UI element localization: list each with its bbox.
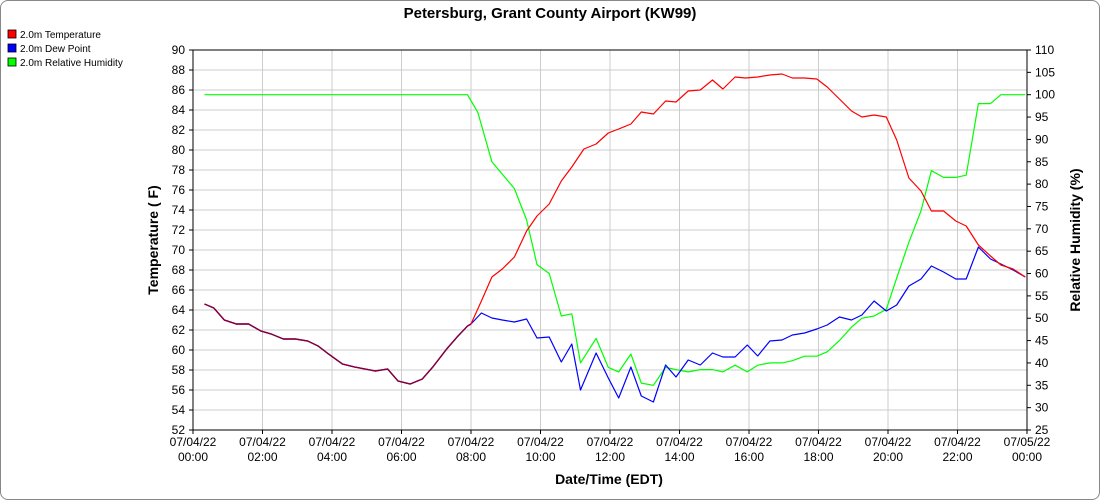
right-tick-label: 40 — [1035, 356, 1049, 370]
left-tick-label: 74 — [172, 203, 186, 217]
series-layer — [204, 73, 1026, 403]
right-tick-label: 70 — [1035, 222, 1049, 236]
right-tick-label: 90 — [1035, 132, 1049, 146]
right-tick-label: 80 — [1035, 177, 1049, 191]
x-axis-ticks: 07/04/2200:0007/04/2202:0007/04/2204:000… — [170, 430, 1051, 464]
x-tick-time: 00:00 — [1012, 450, 1042, 464]
y-axis-left-title: Temperature ( F) — [145, 185, 161, 294]
left-tick-label: 62 — [172, 323, 186, 337]
right-tick-label: 85 — [1035, 155, 1049, 169]
right-tick-label: 25 — [1035, 423, 1049, 437]
x-tick-time: 14:00 — [664, 450, 694, 464]
x-tick-time: 00:00 — [178, 450, 208, 464]
x-tick-date: 07/04/22 — [448, 435, 495, 449]
x-tick-time: 16:00 — [734, 450, 764, 464]
left-tick-label: 82 — [172, 123, 186, 137]
left-tick-label: 76 — [172, 183, 186, 197]
right-tick-label: 30 — [1035, 401, 1049, 415]
right-tick-label: 45 — [1035, 334, 1049, 348]
x-tick-date: 07/04/22 — [656, 435, 703, 449]
legend-swatch — [7, 43, 17, 53]
left-tick-label: 58 — [172, 363, 186, 377]
legend-label: 2.0m Relative Humidity — [20, 58, 123, 69]
x-tick-time: 04:00 — [317, 450, 347, 464]
right-tick-label: 55 — [1035, 289, 1049, 303]
x-tick-time: 12:00 — [595, 450, 625, 464]
right-tick-label: 75 — [1035, 199, 1049, 213]
x-tick-date: 07/04/22 — [726, 435, 773, 449]
x-tick-date: 07/04/22 — [378, 435, 425, 449]
legend-swatch — [7, 57, 17, 67]
x-tick-date: 07/04/22 — [517, 435, 564, 449]
x-tick-date: 07/05/22 — [1004, 435, 1051, 449]
legend-label: 2.0m Temperature — [20, 30, 101, 41]
x-tick-time: 22:00 — [942, 450, 972, 464]
right-tick-label: 50 — [1035, 311, 1049, 325]
right-tick-label: 95 — [1035, 110, 1049, 124]
chart-title: Petersburg, Grant County Airport (KW99) — [404, 5, 697, 22]
x-tick-time: 10:00 — [525, 450, 555, 464]
grid — [192, 49, 1028, 431]
left-tick-label: 66 — [172, 283, 186, 297]
legend-swatch — [7, 29, 17, 39]
left-tick-label: 90 — [172, 43, 186, 57]
x-tick-time: 06:00 — [386, 450, 416, 464]
left-tick-label: 52 — [172, 423, 186, 437]
right-tick-label: 35 — [1035, 378, 1049, 392]
x-tick-date: 07/04/22 — [934, 435, 981, 449]
right-tick-label: 65 — [1035, 244, 1049, 258]
x-tick-time: 02:00 — [247, 450, 277, 464]
left-tick-label: 72 — [172, 223, 186, 237]
x-axis-title: Date/Time (EDT) — [555, 471, 663, 487]
series-overlap-line — [204, 303, 472, 385]
left-tick-label: 88 — [172, 63, 186, 77]
right-tick-label: 60 — [1035, 267, 1049, 281]
left-tick-label: 64 — [172, 303, 186, 317]
x-tick-time: 20:00 — [873, 450, 903, 464]
right-tick-label: 100 — [1035, 88, 1055, 102]
x-tick-time: 08:00 — [456, 450, 486, 464]
right-tick-label: 105 — [1035, 65, 1055, 79]
left-tick-label: 60 — [172, 343, 186, 357]
right-axis-ticks: 25 30 35 40 45 50 55 60 65 70 75 80 85 90 95 100 105 110 — [1027, 43, 1055, 437]
left-tick-label: 70 — [172, 243, 186, 257]
x-tick-date: 07/04/22 — [309, 435, 356, 449]
left-axis-ticks: 52 54 56 58 60 62 64 66 68 70 72 74 76 78 80 82 84 86 88 90 — [172, 43, 193, 437]
left-tick-label: 86 — [172, 83, 186, 97]
left-tick-label: 68 — [172, 263, 186, 277]
series-line-2-0m-relative-humidity — [204, 94, 1026, 386]
legend-label: 2.0m Dew Point — [20, 44, 91, 55]
left-tick-label: 80 — [172, 143, 186, 157]
x-tick-date: 07/04/22 — [239, 435, 286, 449]
x-tick-date: 07/04/22 — [865, 435, 912, 449]
x-tick-date: 07/04/22 — [170, 435, 217, 449]
right-tick-label: 110 — [1035, 43, 1054, 57]
series-line-2-0m-temperature — [204, 73, 1026, 385]
x-tick-date: 07/04/22 — [795, 435, 842, 449]
left-tick-label: 54 — [172, 403, 186, 417]
legend: 2.0m Temperature 2.0m Dew Point 2.0m Relat… — [7, 29, 123, 69]
x-tick-time: 18:00 — [803, 450, 833, 464]
y-axis-right-title: Relative Humidity (%) — [1067, 168, 1083, 311]
left-tick-label: 78 — [172, 163, 186, 177]
x-tick-date: 07/04/22 — [587, 435, 634, 449]
left-tick-label: 84 — [172, 103, 186, 117]
left-tick-label: 56 — [172, 383, 186, 397]
